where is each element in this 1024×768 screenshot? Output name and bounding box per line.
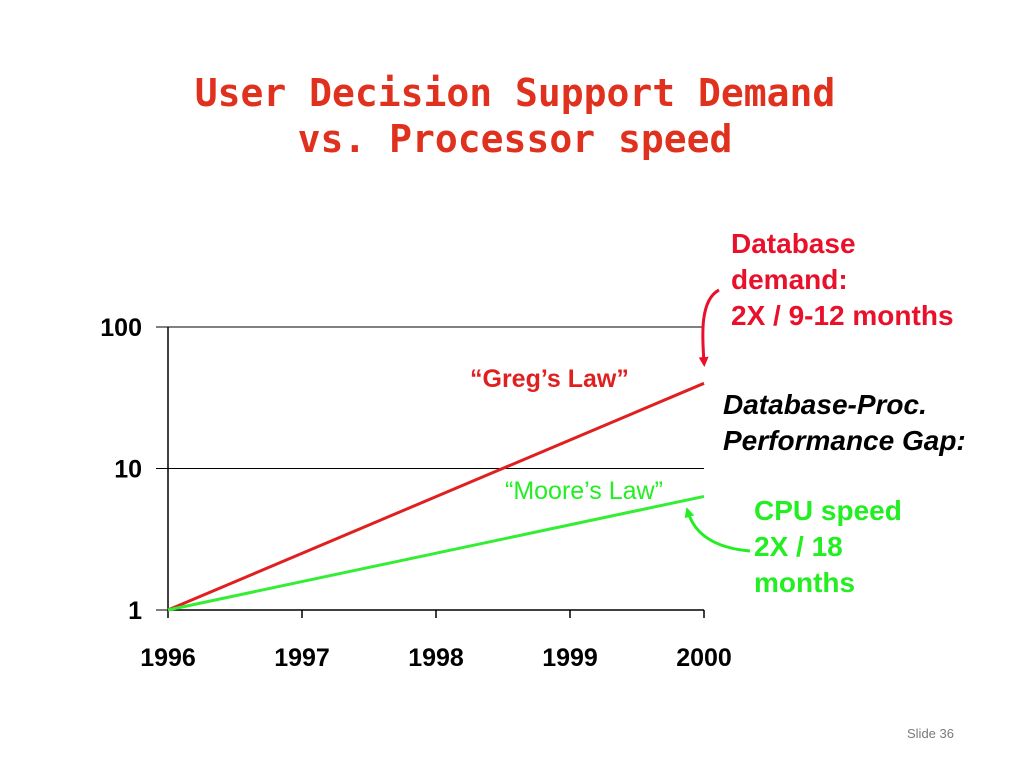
x-tick-label: 1999: [542, 644, 598, 672]
moores-law-text: “Moore’s Law”: [505, 477, 663, 505]
y-tick-label: 100: [100, 314, 142, 342]
cpu-speed-line-2: 2X / 18: [754, 531, 843, 562]
database-demand-line-1: Database: [731, 228, 856, 259]
title-line-1: User Decision Support Demand: [194, 71, 836, 115]
gregs-law-text: “Greg’s Law”: [470, 365, 629, 393]
y-tick-label: 10: [114, 456, 142, 484]
gregs-law-line: [167, 381, 705, 612]
cpu-speed-line-3: months: [754, 567, 856, 598]
database-demand-annotation: Database demand: 2X / 9-12 months: [731, 226, 954, 334]
performance-gap-line-2: Performance Gap:: [723, 425, 966, 456]
performance-gap-line-1: Database-Proc.: [723, 389, 927, 420]
x-tick-label: 1996: [140, 644, 196, 672]
cpu-speed-line-1: CPU speed: [754, 495, 902, 526]
x-tick-label: 2000: [676, 644, 732, 672]
database-demand-line-3: 2X / 9-12 months: [731, 300, 954, 331]
moores-law-line: [167, 494, 705, 612]
x-tick-label: 1997: [274, 644, 330, 672]
performance-gap-annotation: Database-Proc. Performance Gap:: [723, 387, 966, 459]
database-demand-line-2: demand:: [731, 264, 848, 295]
y-tick-label: 1: [128, 597, 142, 625]
cpu-speed-arrow: [684, 507, 751, 553]
database-demand-arrow: [698, 288, 720, 367]
slide-title: User Decision Support Demand vs. Process…: [0, 70, 1024, 162]
x-tick-label: 1998: [408, 644, 464, 672]
slide-number: Slide 36: [907, 726, 954, 741]
moores-law-label: “Moore’s Law”: [505, 477, 663, 506]
gregs-law-label: “Greg’s Law”: [470, 365, 629, 394]
cpu-speed-annotation: CPU speed 2X / 18 months: [754, 493, 902, 601]
title-line-2: vs. Processor speed: [297, 117, 733, 161]
